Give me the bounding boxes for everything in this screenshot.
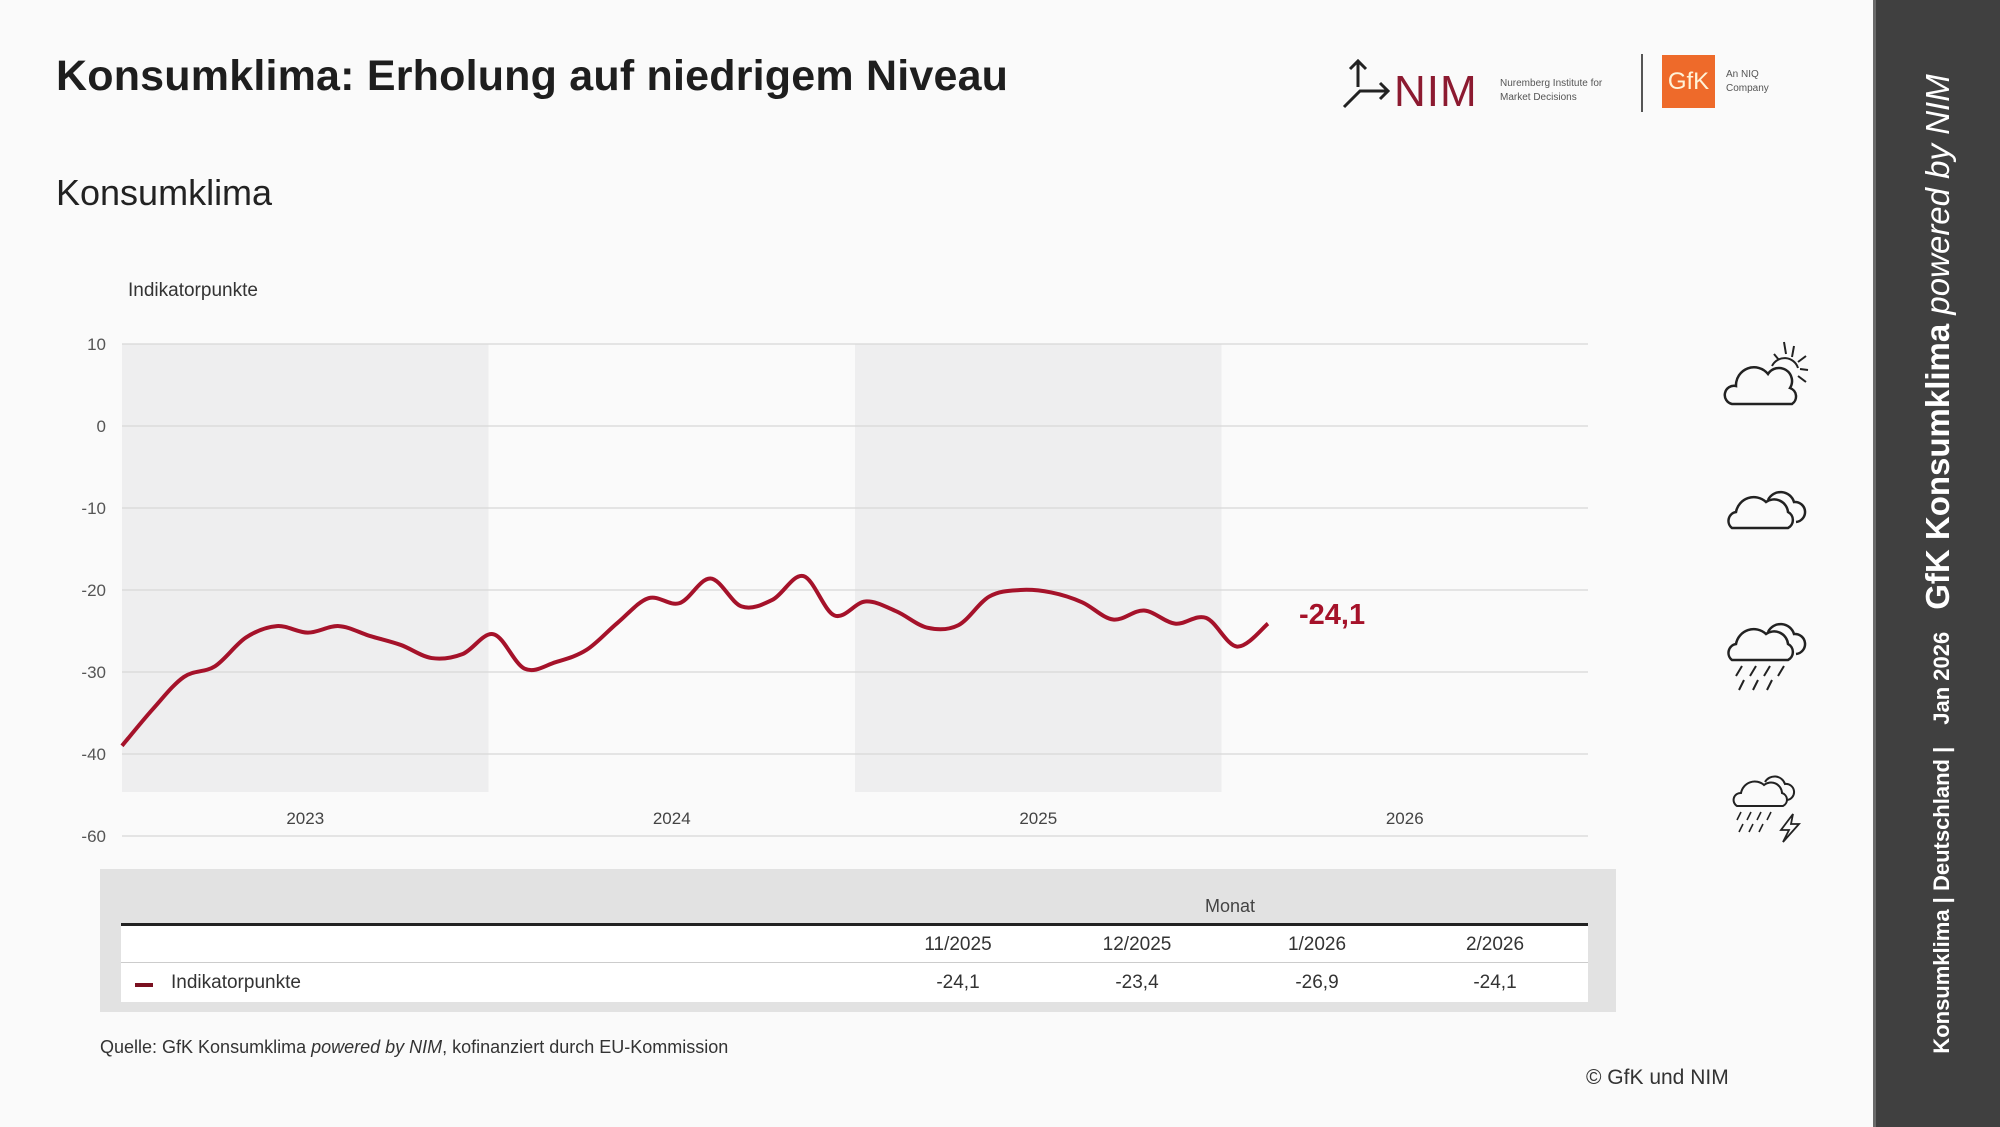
table-cell: -23,4 [1115, 972, 1159, 993]
y-tick-label: -10 [81, 499, 106, 518]
nim-arrow-icon [1342, 58, 1391, 109]
sidebar-text: Konsumklima | Deutschland | Jan 2026 GfK… [1919, 74, 1957, 1053]
chart-title: Konsumklima [56, 172, 273, 213]
y-tick-label: 10 [87, 335, 106, 354]
row-label: Indikatorpunkte [171, 972, 301, 993]
logo-divider [1641, 54, 1643, 112]
y-tick-label: -60 [81, 827, 106, 846]
column-header: 2/2026 [1465, 934, 1525, 955]
row-divider [121, 962, 1588, 963]
legend-swatch [135, 983, 153, 987]
table-cell: -24,1 [936, 972, 980, 993]
brand-sidebar: Konsumklima | Deutschland | Jan 2026 GfK… [1873, 0, 2000, 1127]
x-tick-label: 2025 [1019, 809, 1057, 828]
sidebar-brand-name: GfK Konsumklima [1919, 314, 1956, 610]
table-cell: -24,1 [1473, 972, 1517, 993]
sidebar-context: Konsumklima | Deutschland | [1929, 746, 1954, 1054]
thunderstorm-icon [1732, 775, 1802, 843]
shaded-year-band [122, 344, 489, 792]
source-note: Quelle: GfK Konsumklima powered by NIM, … [100, 1037, 728, 1058]
column-header: 11/2025 [924, 934, 992, 955]
sun-behind-cloud-icon [1723, 341, 1809, 406]
shaded-year-band [855, 344, 1222, 792]
x-tick-label: 2023 [286, 809, 324, 828]
source-text: Quelle: GfK Konsumklima [100, 1037, 312, 1057]
gfk-tagline: An NIQ Company [1726, 69, 1769, 94]
page-title: Konsumklima: Erholung auf niedrigem Nive… [56, 52, 1009, 100]
source-italic: powered by NIM [311, 1037, 443, 1057]
data-table: 11/2025 12/2025 1/2026 2/2026 Indikatorp… [121, 923, 1588, 1002]
cloudy-icon [1727, 490, 1807, 530]
y-axis-label: Indikatorpunkte [128, 280, 258, 301]
nim-logo: NIM Nuremberg Institute for Market Decis… [1340, 57, 1602, 116]
sidebar-brand-italic: powered by NIM [1919, 73, 1956, 315]
copyright: © GfK und NIM [1586, 1066, 1729, 1089]
gfk-logo: GfK [1662, 55, 1715, 108]
table-group-header: Monat [1204, 896, 1256, 916]
nim-tagline: Nuremberg Institute for Market Decisions [1500, 78, 1603, 103]
y-tick-label: 0 [97, 417, 106, 436]
x-tick-label: 2026 [1386, 809, 1424, 828]
end-value-label: -24,1 [1299, 599, 1365, 631]
source-suffix: , kofinanziert durch EU-Kommission [442, 1037, 729, 1057]
series-line-indikatorpunkte [120, 574, 1270, 748]
sidebar-date: Jan 2026 [1929, 631, 1954, 725]
nim-logo-text: NIM [1394, 67, 1478, 116]
sidebar-brand: GfK Konsumklima powered by NIM [1919, 74, 1957, 609]
column-header: 1/2026 [1287, 934, 1347, 955]
column-header: 12/2025 [1102, 934, 1172, 955]
rain-cloud-icon [1727, 622, 1807, 691]
table-cell: -26,9 [1295, 972, 1339, 993]
y-tick-label: -20 [81, 581, 106, 600]
y-tick-label: -30 [81, 663, 106, 682]
y-tick-label: -40 [81, 745, 106, 764]
x-tick-label: 2024 [653, 809, 691, 828]
